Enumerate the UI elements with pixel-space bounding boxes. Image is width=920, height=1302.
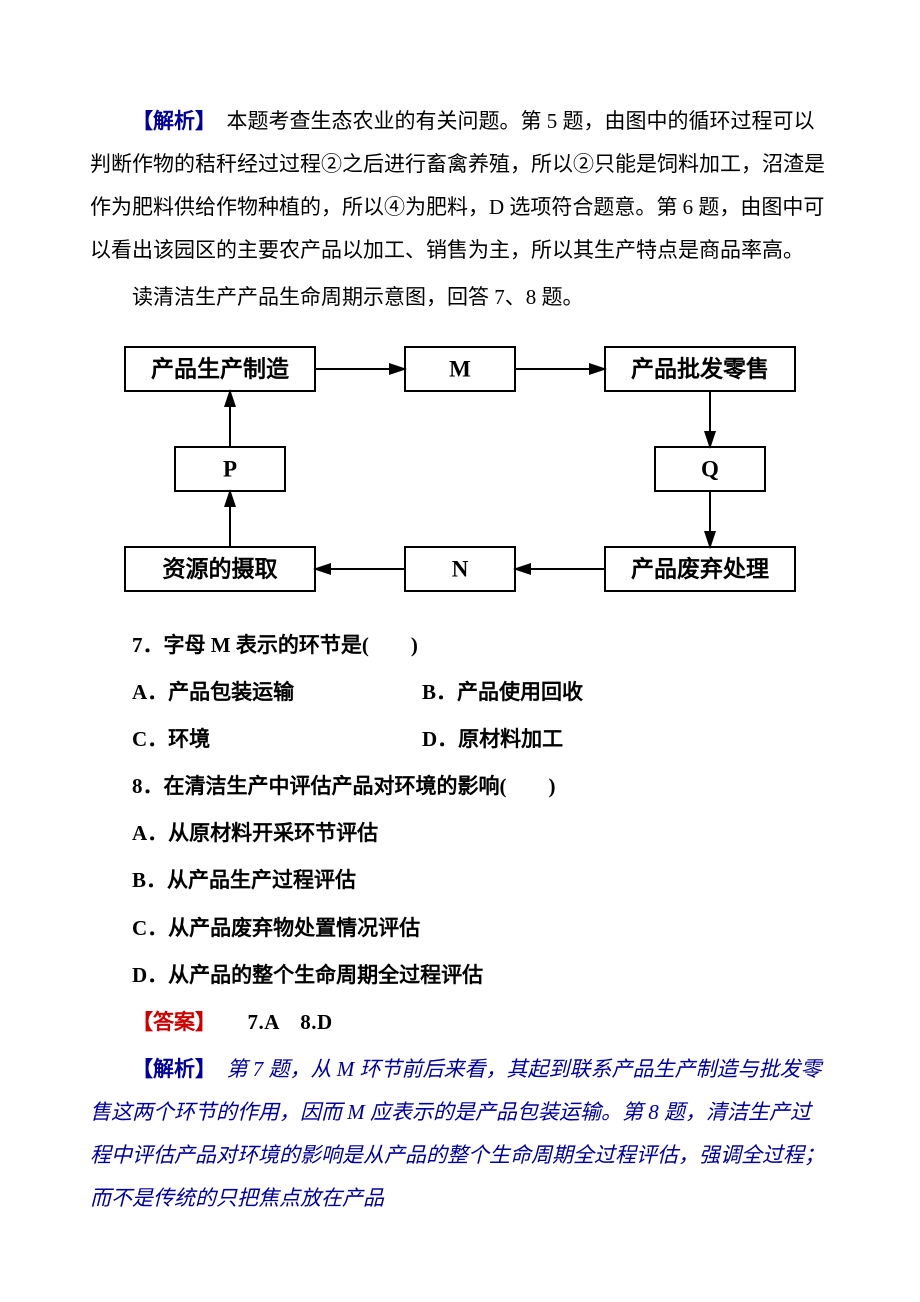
explanation-1: 【解析】 本题考查生态农业的有关问题。第 5 题，由图中的循环过程可以判断作物的… xyxy=(90,100,830,272)
answer-7-8: 【答案】 7.A 8.D xyxy=(90,1001,830,1044)
intro-7-8: 读清洁生产产品生命周期示意图，回答 7、8 题。 xyxy=(90,276,830,319)
q8-opt-b: B．从产品生产过程评估 xyxy=(90,859,830,902)
analysis-label-1: 【解析】 xyxy=(132,109,206,133)
svg-text:产品废弃处理: 产品废弃处理 xyxy=(631,556,769,582)
q8-stem: 8．在清洁生产中评估产品对环境的影响( ) xyxy=(90,765,830,808)
q8-opt-a: A．从原材料开采环节评估 xyxy=(90,812,830,855)
q7-opt-d: D．原材料加工 xyxy=(422,718,563,761)
svg-text:M: M xyxy=(449,357,471,382)
q8-opt-d: D．从产品的整个生命周期全过程评估 xyxy=(90,954,830,997)
q7-opt-a: A．产品包装运输 xyxy=(132,671,422,714)
answer-label: 【答案】 xyxy=(132,1010,216,1034)
q7-stem: 7．字母 M 表示的环节是( ) xyxy=(90,624,830,667)
q8-opt-c: C．从产品废弃物处置情况评估 xyxy=(90,907,830,950)
svg-text:Q: Q xyxy=(701,457,719,482)
svg-text:N: N xyxy=(452,557,469,582)
svg-text:产品批发零售: 产品批发零售 xyxy=(631,356,769,382)
explanation-2: 【解析】 第 7 题，从 M 环节前后来看，其起到联系产品生产制造与批发零售这两… xyxy=(90,1048,830,1220)
q7-opt-b: B．产品使用回收 xyxy=(422,671,583,714)
svg-text:产品生产制造: 产品生产制造 xyxy=(151,356,290,382)
q7-opts-row2: C．环境 D．原材料加工 xyxy=(90,718,830,761)
svg-text:资源的摄取: 资源的摄取 xyxy=(163,556,278,582)
lifecycle-diagram: 产品生产制造 M 产品批发零售 P Q 资源的摄取 N 产品废弃处理 xyxy=(115,337,805,602)
q7-opts-row1: A．产品包装运输 B．产品使用回收 xyxy=(90,671,830,714)
analysis-label-2: 【解析】 xyxy=(132,1057,206,1081)
answer-text: 7.A 8.D xyxy=(248,1010,333,1034)
svg-text:P: P xyxy=(223,457,237,482)
q7-opt-c: C．环境 xyxy=(132,718,422,761)
